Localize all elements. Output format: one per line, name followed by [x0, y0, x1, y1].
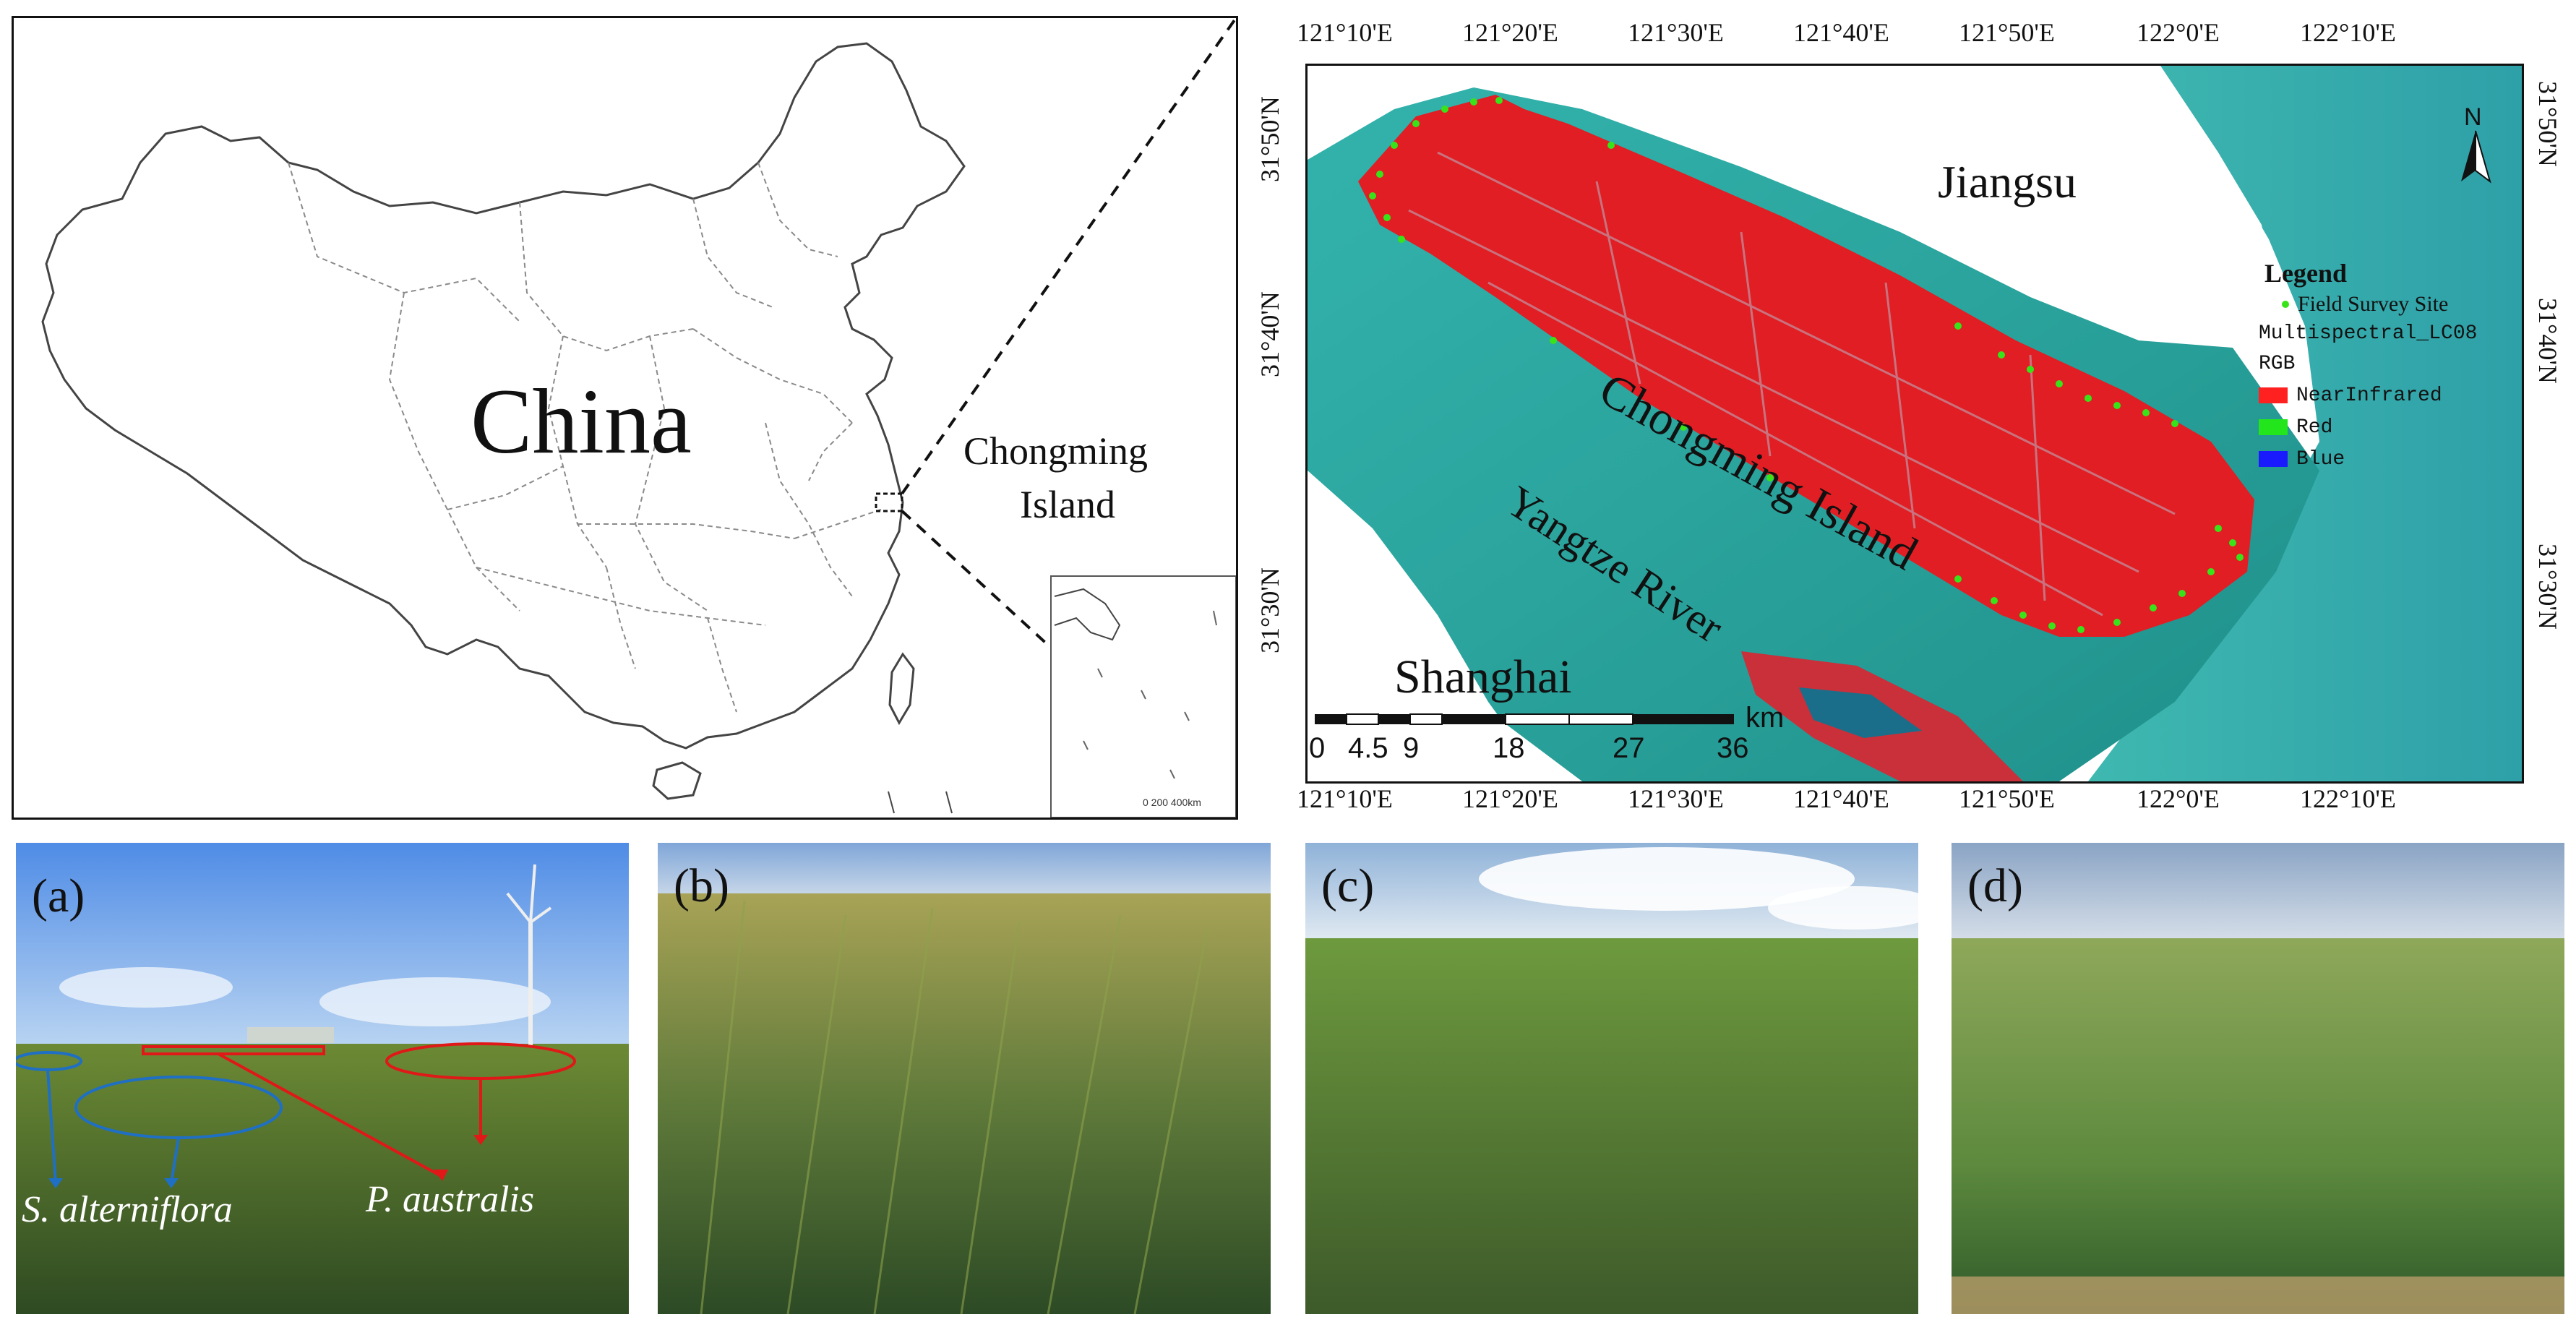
china-border — [41, 42, 966, 750]
top-lon-tick: 121°30'E — [1628, 18, 1724, 47]
scale-label: 18 — [1493, 732, 1525, 764]
left-lat-tick: 31°30'N — [1255, 567, 1284, 653]
bottom-lon-tick: 122°0'E — [2137, 784, 2220, 813]
map-legend: Legend Field Survey Site Multispectral_L… — [2259, 257, 2490, 475]
field-texture — [1408, 151, 2176, 617]
top-lon-tick: 122°0'E — [2137, 18, 2220, 47]
scale-bar-graphic — [1315, 713, 1734, 725]
top-lon-tick: 121°10'E — [1297, 18, 1393, 47]
photo-d: (d) — [1952, 843, 2564, 1314]
species-1-label: S. alterniflora — [22, 1189, 233, 1230]
inset-scale-text: 0 200 400km — [1143, 797, 1201, 808]
legend-dataset: Multispectral_LC08 — [2259, 322, 2478, 345]
field-site-dot-icon — [2282, 301, 2289, 308]
region-label-line1: Chongming — [963, 429, 1149, 473]
nir-swatch-icon — [2259, 387, 2288, 403]
legend-title: Legend — [2264, 259, 2348, 288]
country-label: China — [471, 370, 692, 473]
north-arrow-icon — [2461, 130, 2491, 184]
photo-c-label: (c) — [1321, 859, 1375, 912]
legend-band-red: Red — [2259, 411, 2490, 443]
photo-c: (c) — [1305, 843, 1918, 1314]
right-lat-tick: 31°40'N — [2533, 298, 2562, 384]
photo-b-label: (b) — [674, 859, 729, 912]
field-survey-sites — [1369, 97, 2244, 633]
scale-label: 27 — [1613, 732, 1645, 764]
chongming-island — [1358, 95, 2254, 637]
species-2-label: P. australis — [366, 1179, 535, 1220]
bottom-lon-tick: 121°40'E — [1793, 784, 1889, 813]
top-lon-tick: 121°40'E — [1793, 18, 1889, 47]
hainan-island — [652, 761, 702, 800]
legend-rgb: RGB — [2259, 353, 2296, 375]
bottom-lon-tick: 122°10'E — [2300, 784, 2396, 813]
scale-label: 9 — [1403, 732, 1420, 764]
satellite-map-frame: Jiangsu Chongming Island Yangtze River S… — [1305, 64, 2524, 784]
top-lon-tick: 121°50'E — [1959, 18, 2055, 47]
scale-label: 36 — [1717, 732, 1749, 764]
legend-band-nir: NearInfrared — [2259, 379, 2490, 411]
bottom-lon-tick: 121°20'E — [1462, 784, 1558, 813]
china-outline-map: 0 200 400km — [41, 18, 1236, 818]
shanghai-mainland — [1308, 471, 1546, 781]
north-label: N — [2464, 103, 2482, 131]
shanghai-label: Shanghai — [1394, 651, 1572, 703]
photo-b: (b) — [658, 843, 1271, 1314]
left-lat-tick: 31°40'N — [1255, 291, 1284, 377]
left-lat-tick: 31°50'N — [1255, 96, 1284, 182]
scale-label: 4.5 — [1348, 732, 1388, 764]
photo-d-label: (d) — [1967, 859, 2023, 912]
legend-band-blue: Blue — [2259, 443, 2490, 475]
photo-a-label: (a) — [32, 870, 85, 922]
south-china-sea-inset — [1050, 575, 1236, 818]
top-lon-tick: 121°20'E — [1462, 18, 1558, 47]
red-swatch-icon — [2259, 419, 2288, 435]
scale-unit: km — [1746, 702, 1785, 734]
scale-label: 0 — [1309, 732, 1326, 764]
province-borders — [288, 162, 882, 713]
legend-field-site: Field Survey Site — [2259, 290, 2490, 319]
taiwan-island — [888, 652, 915, 726]
right-lat-tick: 31°30'N — [2533, 544, 2562, 630]
right-lat-tick: 31°50'N — [2533, 81, 2562, 167]
species-annotations — [16, 1042, 576, 1183]
bottom-lon-tick: 121°10'E — [1297, 784, 1393, 813]
overview-map-panel: 0 200 400km China Chongming Island — [12, 16, 1238, 820]
region-label-line2: Island — [1020, 483, 1115, 526]
study-area-box — [875, 492, 903, 512]
top-lon-tick: 122°10'E — [2300, 18, 2396, 47]
satellite-map — [1308, 66, 2522, 781]
jiangsu-mainland — [1401, 66, 2276, 326]
detail-map-panel: 121°10'E 121°20'E 121°30'E 121°40'E 121°… — [1253, 16, 2563, 820]
jiangsu-label: Jiangsu — [1938, 156, 2077, 207]
east-sea — [2088, 66, 2522, 781]
photo-a: (a) S. alterniflora P. australis — [16, 843, 629, 1314]
bottom-lon-tick: 121°50'E — [1959, 784, 2055, 813]
blue-swatch-icon — [2259, 451, 2288, 467]
bottom-lon-tick: 121°30'E — [1628, 784, 1724, 813]
